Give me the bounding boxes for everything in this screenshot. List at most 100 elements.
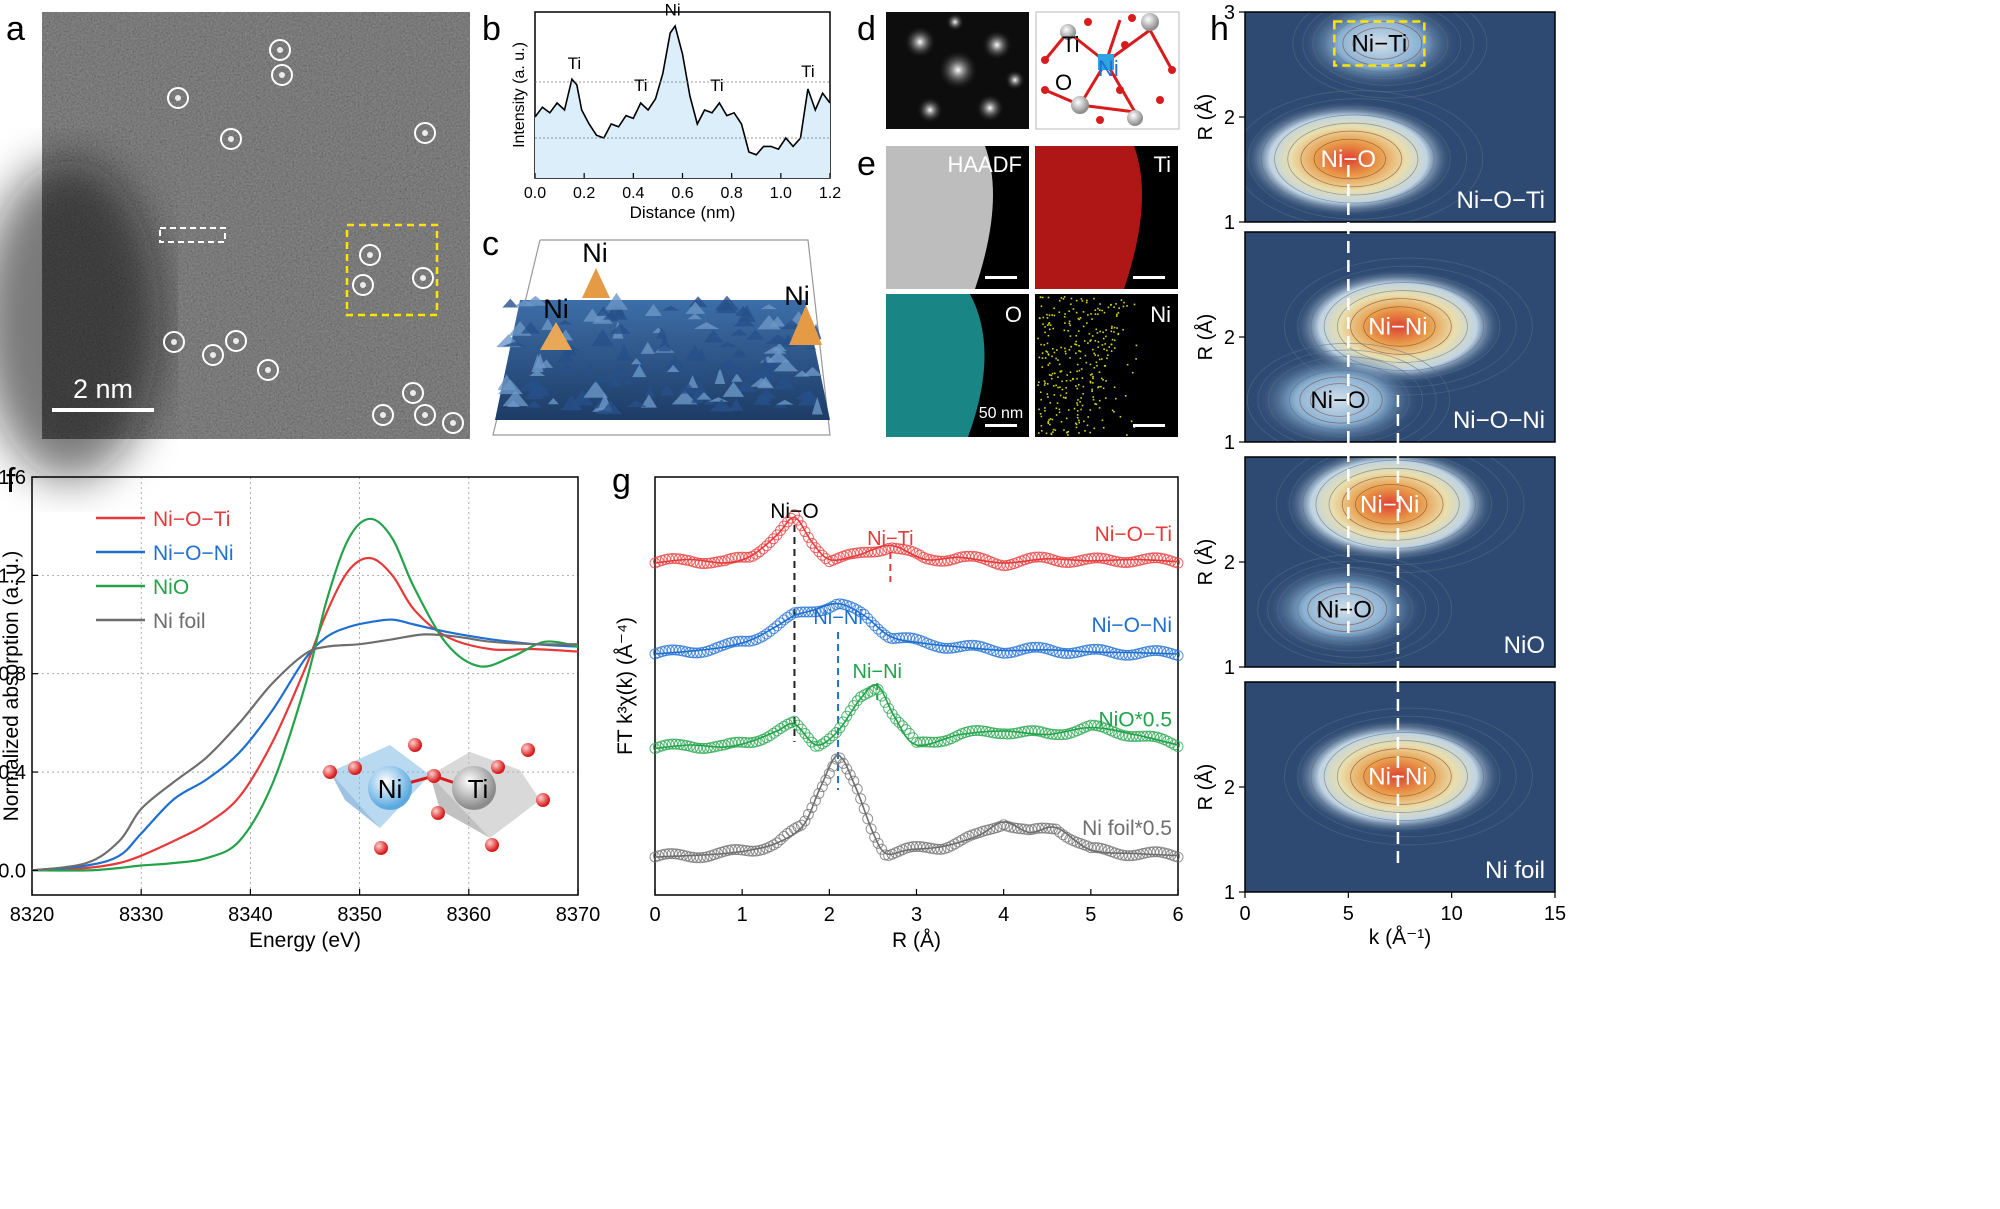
ni-signal-dot: [1106, 349, 1108, 352]
data-point: [659, 739, 671, 751]
data-point: [1172, 851, 1184, 863]
ni-signal-dot: [1046, 342, 1049, 345]
surface-bump: [528, 384, 551, 396]
atom-dot: [265, 367, 271, 373]
data-point: [855, 793, 867, 805]
profile-line: [534, 24, 831, 156]
ni-signal-dot: [1075, 423, 1078, 426]
ni-signal-dot: [1120, 299, 1123, 301]
coordination-polyhedron: [330, 772, 380, 828]
data-point: [949, 642, 961, 654]
data-point: [691, 647, 703, 659]
ni-signal-dot: [1046, 383, 1049, 385]
data-point: [816, 549, 828, 561]
atom-column: [976, 94, 1004, 122]
surface-bump: [811, 396, 823, 415]
ni-signal-dot: [1092, 398, 1095, 401]
map-density: [1246, 257, 1533, 442]
ni-signal-dot: [1085, 361, 1088, 364]
ni-signal-dot: [1110, 303, 1112, 306]
series-line: [31, 633, 579, 872]
data-point: [904, 632, 916, 644]
ni-signal-dot: [1044, 382, 1046, 384]
ni-signal-dot: [1041, 352, 1044, 355]
inset-o-atom: [323, 765, 337, 779]
ni-signal-dot: [1124, 395, 1127, 397]
ni-signal-dot: [1094, 403, 1096, 405]
zoom-region-box: [345, 223, 439, 317]
surface-bump: [547, 397, 559, 405]
map-title: Ni−O−Ni: [1453, 407, 1545, 434]
panel-a: a 2 nm: [0, 10, 470, 480]
data-point: [694, 647, 706, 659]
ni-signal-dot: [1093, 427, 1096, 430]
ni-signal-dot: [1065, 396, 1067, 399]
contour-line: [1328, 467, 1460, 541]
panel-c: c Ni Ni Ni: [482, 225, 831, 436]
data-point: [1148, 552, 1160, 564]
data-point: [862, 612, 874, 624]
data-point: [872, 623, 884, 635]
data-point: [883, 702, 895, 714]
ti-atom: [1071, 96, 1089, 114]
ni-signal-dot: [1097, 313, 1099, 315]
surface-bump: [730, 328, 749, 336]
data-point: [1067, 647, 1079, 659]
contour-line: [1292, 12, 1488, 99]
o-atom: [1041, 56, 1049, 64]
atom-dot: [420, 275, 426, 281]
surface-bump: [732, 317, 756, 327]
ni-signal-dot: [1037, 384, 1039, 386]
data-point: [921, 842, 933, 854]
surface-bump: [728, 398, 744, 411]
ni-signal-dot: [1092, 377, 1094, 380]
ni-signal-dot: [1095, 361, 1098, 364]
ni-signal-dot: [1043, 344, 1046, 346]
data-point: [823, 733, 835, 745]
y-axis-label: FT k³χ(k) (Å⁻⁴): [614, 617, 637, 755]
atom-marker-circle: [414, 404, 436, 426]
data-point: [1078, 554, 1090, 566]
eds-label-ti: Ti: [1153, 152, 1171, 177]
ni-signal-dot: [1097, 341, 1100, 343]
contour-line: [1332, 14, 1436, 73]
ni-signal-dot: [1083, 340, 1086, 342]
x-tick-label: 1.2: [819, 185, 841, 202]
ni-signal-dot: [1089, 431, 1092, 434]
data-point: [806, 736, 818, 748]
peak-label: Ni−Ni: [1368, 314, 1427, 341]
data-point: [670, 738, 682, 750]
contour-line: [1297, 715, 1517, 838]
ni-signal-dot: [1092, 396, 1094, 398]
y-tick-label: 0.4: [0, 762, 26, 784]
ni-signal-dot: [1091, 388, 1093, 391]
data-point: [1005, 728, 1017, 740]
ni-signal-dot: [1046, 313, 1048, 316]
data-point: [1148, 645, 1160, 657]
surface-label-ni-2: Ni: [543, 294, 569, 324]
data-point: [750, 548, 762, 560]
data-point: [680, 554, 692, 566]
ni-signal-dot: [1067, 330, 1069, 332]
data-point: [691, 852, 703, 864]
ni-signal-dot: [1074, 343, 1076, 345]
ni-signal-dot: [1038, 356, 1041, 359]
ni-signal-dot: [1049, 418, 1052, 420]
ni-signal-dot: [1066, 431, 1068, 434]
atom-marker-circle: [442, 412, 464, 434]
data-point: [1050, 646, 1062, 658]
ni-signal-dot: [1079, 317, 1082, 319]
model-label-ni: Ni: [1098, 56, 1119, 81]
data-point: [1022, 824, 1034, 836]
surface-bump: [687, 313, 703, 320]
data-point: [1148, 846, 1160, 858]
ni-signal-dot: [1088, 332, 1091, 335]
ni-signal-dot: [1089, 374, 1092, 376]
data-point: [802, 531, 814, 543]
map-title: Ni foil: [1485, 857, 1545, 884]
eds-label-haadf: HAADF: [947, 152, 1022, 177]
ni-signal-dot: [1085, 301, 1088, 304]
map-title: NiO: [1504, 632, 1545, 659]
ni-signal-dot: [1039, 413, 1042, 415]
data-point: [991, 646, 1003, 658]
